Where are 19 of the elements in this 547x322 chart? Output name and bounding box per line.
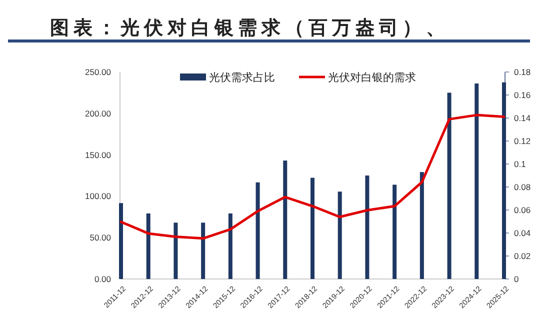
legend-label: 光伏对白银的需求 bbox=[328, 71, 416, 84]
y-tick-label: 0.00 bbox=[94, 274, 112, 284]
title: 图表：光伏对白银需求（百万盎司）、 bbox=[50, 17, 450, 39]
y2-tick-label: 0.14 bbox=[514, 113, 531, 123]
y2-tick-label: 0.04 bbox=[514, 228, 531, 238]
y-tick-label: 150.00 bbox=[85, 150, 112, 160]
y2-tick-label: 0 bbox=[514, 274, 519, 284]
y2-tick-label: 0.02 bbox=[514, 251, 531, 261]
y2-tick-label: 0.08 bbox=[514, 182, 531, 192]
y2-tick-label: 0.1 bbox=[514, 159, 526, 169]
y2-tick-label: 0.18 bbox=[514, 67, 531, 77]
y2-tick-label: 0.16 bbox=[514, 90, 531, 100]
legend-label: 光伏需求占比 bbox=[209, 71, 275, 84]
y-tick-label: 100.00 bbox=[85, 191, 112, 202]
y2-tick-label: 0.06 bbox=[514, 205, 531, 215]
y-tick-label: 50.00 bbox=[90, 232, 112, 243]
y2-tick-label: 0.12 bbox=[514, 136, 531, 146]
y-tick-label: 200.00 bbox=[85, 108, 112, 118]
y-tick-label: 250.00 bbox=[85, 67, 112, 77]
